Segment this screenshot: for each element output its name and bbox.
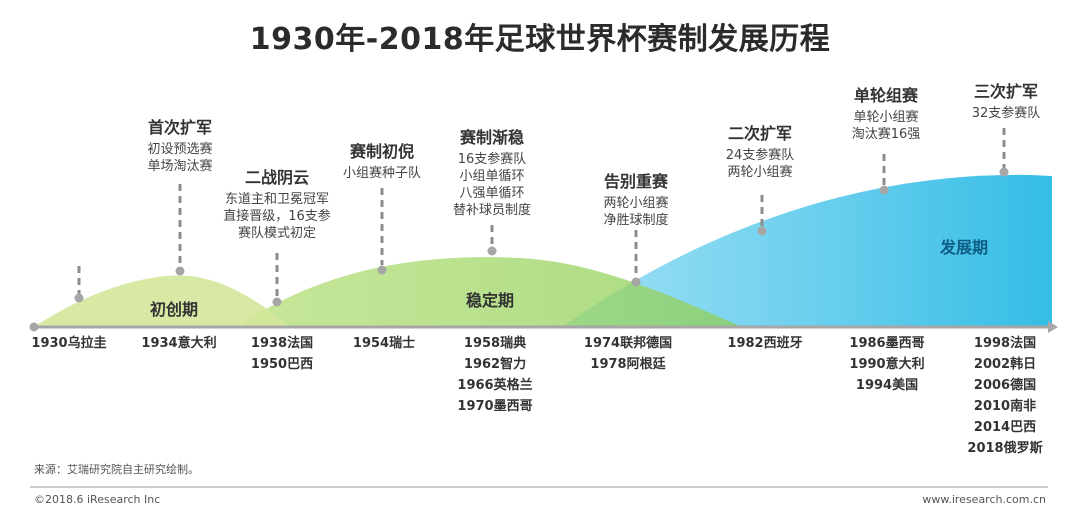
event-no-replay: 告别重赛 两轮小组赛 净胜球制度 <box>576 168 696 229</box>
dot-1954 <box>377 265 387 275</box>
event-wwii: 二战阴云 东道主和卫冕冠军 直接晋级，16支参 赛队模式初定 <box>202 164 352 242</box>
development-phase-area <box>562 174 1052 327</box>
event-title: 二次扩军 <box>727 124 792 143</box>
year-group-1982: 1982西班牙 <box>710 333 820 354</box>
year-label: 1994美国 <box>855 378 919 393</box>
year-label: 1958瑞典 <box>463 336 527 351</box>
phase-label-development: 发展期 <box>940 238 989 257</box>
year-group-1974: 1974联邦德国 1978阿根廷 <box>568 333 688 375</box>
event-desc-line: 单轮小组赛 <box>853 110 919 125</box>
event-desc-line: 两轮小组赛 <box>727 165 793 180</box>
year-group-1938: 1938法国 1950巴西 <box>232 333 332 375</box>
page-title: 1930年-2018年足球世界杯赛制发展历程 <box>249 22 831 57</box>
year-group-1930: 1930乌拉圭 <box>14 333 124 354</box>
event-desc-line: 直接晋级，16支参 <box>223 209 331 224</box>
year-group-1954: 1954瑞士 <box>334 333 434 354</box>
event-desc-line: 单场淘汰赛 <box>147 159 213 174</box>
event-title: 告别重赛 <box>603 172 668 191</box>
year-label: 2010南非 <box>973 399 1037 414</box>
event-desc-line: 16支参赛队 <box>457 152 527 167</box>
event-desc-line: 24支参赛队 <box>725 148 795 163</box>
event-stabilizing: 赛制渐稳 16支参赛队 小组单循环 八强单循环 替补球员制度 <box>432 124 552 219</box>
event-desc-line: 替补球员制度 <box>452 203 531 218</box>
event-title: 单轮组赛 <box>853 86 918 105</box>
dot-1998 <box>999 167 1009 177</box>
year-label: 1974联邦德国 <box>583 336 673 351</box>
year-label: 1982西班牙 <box>727 336 803 351</box>
year-label: 1962智力 <box>463 357 527 372</box>
stable-phase-area <box>238 257 742 327</box>
event-second-expansion: 二次扩军 24支参赛队 两轮小组赛 <box>700 120 820 181</box>
year-label: 2002韩日 <box>973 357 1037 372</box>
event-desc-line: 八强单循环 <box>459 186 525 201</box>
event-desc-line: 初设预选赛 <box>147 142 213 157</box>
year-group-1986: 1986墨西哥 1990意大利 1994美国 <box>832 333 942 396</box>
event-title: 赛制渐稳 <box>459 128 524 147</box>
website: www.iresearch.com.cn <box>922 493 1046 506</box>
year-label: 1950巴西 <box>250 357 314 372</box>
dot-1938 <box>272 297 282 307</box>
event-desc-line: 赛队模式初定 <box>237 226 316 241</box>
year-group-1998: 1998法国 2002韩日 2006德国 2010南非 2014巴西 2018俄… <box>950 333 1060 459</box>
year-label: 1954瑞士 <box>352 336 416 351</box>
event-title: 赛制初倪 <box>349 142 414 161</box>
copyright: ©2018.6 iResearch Inc <box>34 493 161 506</box>
event-seeding: 赛制初倪 小组赛种子队 <box>322 138 442 182</box>
source-note: 来源：艾瑞研究院自主研究绘制。 <box>34 463 199 476</box>
year-label: 1978阿根廷 <box>590 357 666 372</box>
phase-label-stable: 稳定期 <box>466 291 515 310</box>
dot-1958 <box>487 246 497 256</box>
year-label: 1986墨西哥 <box>849 336 925 351</box>
year-label: 1938法国 <box>250 336 314 351</box>
event-desc-line: 淘汰赛16强 <box>851 127 921 142</box>
event-first-expansion: 首次扩军 初设预选赛 单场淘汰赛 <box>120 114 240 175</box>
year-group-1958: 1958瑞典 1962智力 1966英格兰 1970墨西哥 <box>440 333 550 417</box>
year-label: 1970墨西哥 <box>457 399 533 414</box>
dot-1982 <box>757 226 767 236</box>
year-label: 1930乌拉圭 <box>31 336 107 351</box>
event-third-expansion: 三次扩军 32支参赛队 <box>946 78 1066 122</box>
dot-1930 <box>74 293 84 303</box>
year-label: 1990意大利 <box>849 357 925 372</box>
event-desc-line: 净胜球制度 <box>603 213 669 228</box>
axis-arrow <box>1048 321 1058 333</box>
event-desc-line: 两轮小组赛 <box>603 196 669 211</box>
event-single-group: 单轮组赛 单轮小组赛 淘汰赛16强 <box>826 82 946 143</box>
dot-1934 <box>175 266 185 276</box>
early-phase-area <box>34 275 290 327</box>
year-label: 2014巴西 <box>973 420 1037 435</box>
year-label: 1966英格兰 <box>457 378 533 393</box>
year-group-1934: 1934意大利 <box>122 333 236 354</box>
event-desc-line: 东道主和卫冕冠军 <box>224 192 329 207</box>
phase-label-early: 初创期 <box>150 300 199 319</box>
event-title: 首次扩军 <box>147 118 212 137</box>
year-label: 2018俄罗斯 <box>967 441 1043 456</box>
year-label: 1934意大利 <box>141 336 217 351</box>
axis-start-dot <box>29 322 39 332</box>
event-desc-line: 小组单循环 <box>459 169 525 184</box>
event-desc-line: 32支参赛队 <box>971 106 1041 121</box>
dot-1986 <box>879 185 889 195</box>
dot-1974 <box>631 277 641 287</box>
event-desc-line: 小组赛种子队 <box>342 166 421 181</box>
year-label: 2006德国 <box>973 378 1037 393</box>
event-title: 二战阴云 <box>244 168 309 187</box>
event-title: 三次扩军 <box>973 82 1038 101</box>
year-label: 1998法国 <box>973 336 1037 351</box>
